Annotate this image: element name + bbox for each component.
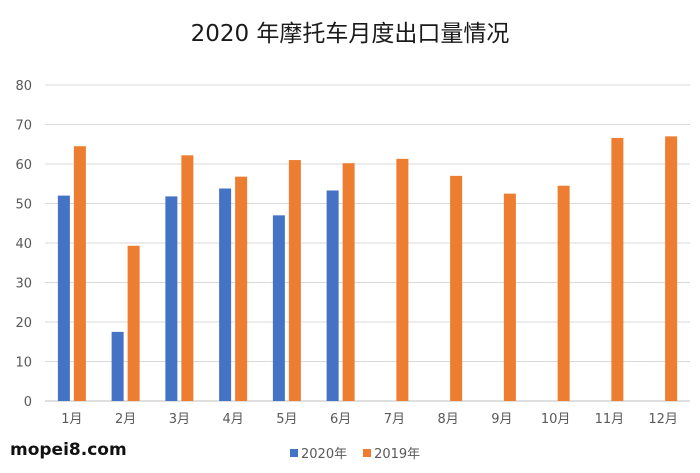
x-tick-label: 5月 bbox=[276, 412, 297, 427]
x-tick-label: 11月 bbox=[595, 412, 625, 427]
bar-2020年-3月 bbox=[165, 196, 178, 401]
bar-2020年-1月 bbox=[57, 195, 70, 401]
y-tick-label: 70 bbox=[15, 119, 32, 134]
x-tick-label: 7月 bbox=[384, 412, 405, 427]
bar-2019年-7月 bbox=[396, 158, 409, 401]
bar-2020年-4月 bbox=[219, 188, 232, 401]
legend-swatch-2019 bbox=[363, 448, 372, 457]
y-tick-label: 20 bbox=[15, 316, 32, 331]
bar-2019年-12月 bbox=[665, 136, 678, 401]
y-tick-label: 30 bbox=[15, 277, 32, 292]
bar-2019年-1月 bbox=[73, 146, 86, 401]
x-tick-label: 2月 bbox=[115, 412, 136, 427]
legend-swatch-2020 bbox=[290, 448, 298, 457]
y-tick-label: 0 bbox=[24, 395, 32, 410]
chart-title: 2020 年摩托车月度出口量情况 bbox=[190, 21, 510, 47]
x-tick-label: 10月 bbox=[541, 412, 571, 427]
y-tick-label: 50 bbox=[15, 198, 32, 213]
legend: 2020年 2019年 bbox=[290, 443, 436, 462]
bar-2019年-2月 bbox=[127, 245, 140, 401]
x-tick-label: 1月 bbox=[61, 412, 82, 427]
bar-2019年-10月 bbox=[557, 185, 570, 401]
legend-label-2019: 2019年 bbox=[374, 447, 421, 462]
x-tick-label: 6月 bbox=[330, 412, 351, 427]
bar-2019年-9月 bbox=[503, 193, 516, 401]
x-tick-label: 9月 bbox=[491, 412, 512, 427]
x-tick-label: 12月 bbox=[648, 412, 678, 427]
bar-2020年-5月 bbox=[272, 215, 285, 401]
bar-2019年-3月 bbox=[181, 155, 194, 401]
bar-2020年-2月 bbox=[111, 331, 124, 401]
y-tick-label: 60 bbox=[15, 158, 32, 173]
bar-2019年-11月 bbox=[611, 137, 624, 401]
legend-item-2019: 2019年 bbox=[363, 443, 420, 462]
bar-2019年-4月 bbox=[235, 176, 248, 401]
bar-2019年-6月 bbox=[342, 163, 355, 401]
legend-item-2020: 2020年 bbox=[290, 443, 347, 462]
bar-2019年-5月 bbox=[288, 160, 301, 401]
bar-2020年-6月 bbox=[326, 190, 339, 401]
x-tick-label: 4月 bbox=[222, 412, 243, 427]
y-tick-label: 10 bbox=[15, 356, 32, 371]
x-tick-label: 3月 bbox=[169, 412, 190, 427]
y-tick-label: 40 bbox=[15, 237, 32, 252]
watermark: mopei8.com bbox=[10, 440, 127, 460]
legend-label-2020: 2020年 bbox=[301, 447, 348, 462]
y-tick-label: 80 bbox=[15, 79, 32, 94]
x-tick-label: 8月 bbox=[437, 412, 458, 427]
bar-2019年-8月 bbox=[450, 175, 463, 401]
